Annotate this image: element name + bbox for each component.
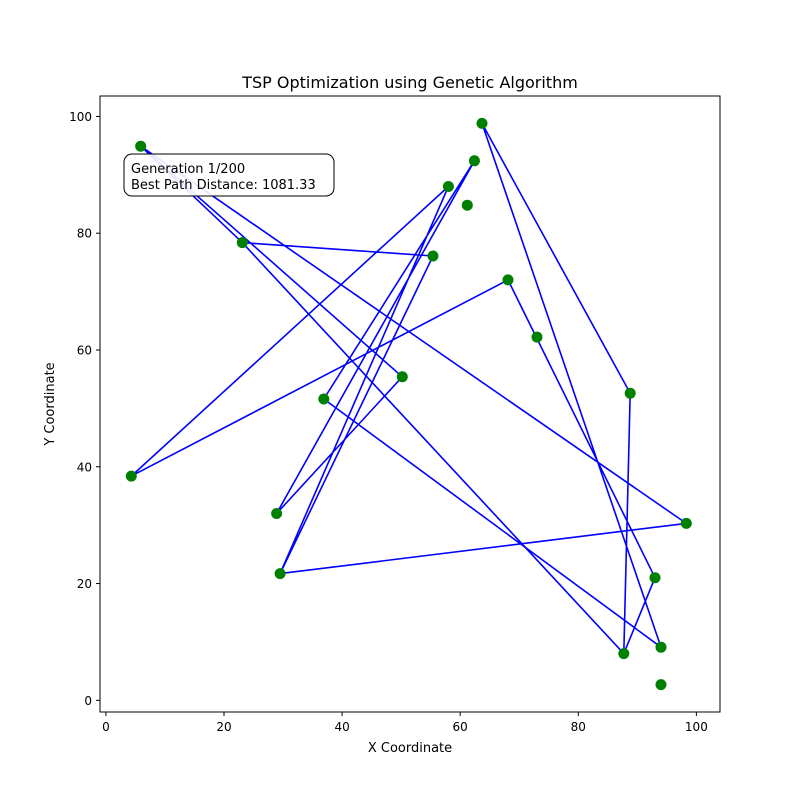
city-point	[680, 517, 692, 529]
x-tick-label: 40	[334, 720, 349, 734]
x-tick-label: 20	[216, 720, 231, 734]
chart-title: TSP Optimization using Genetic Algorithm	[241, 73, 578, 92]
x-tick-label: 0	[102, 720, 110, 734]
x-tick-label: 80	[571, 720, 586, 734]
y-axis-label: Y Coordinate	[43, 362, 58, 446]
y-tick-label: 100	[69, 110, 92, 124]
city-point	[442, 181, 454, 192]
annotation-box: Generation 1/200 Best Path Distance: 108…	[123, 153, 335, 197]
y-tick-label: 80	[77, 227, 92, 241]
city-point	[461, 199, 473, 211]
city-point	[274, 568, 286, 580]
annotation-background	[123, 153, 335, 197]
y-tick-label: 40	[77, 460, 92, 474]
x-tick-label: 60	[453, 720, 468, 734]
city-point	[318, 393, 330, 405]
city-point	[655, 641, 667, 653]
route-line-segment	[241, 242, 625, 655]
city-point	[655, 679, 667, 691]
y-tick-label: 20	[77, 577, 92, 591]
annotation-distance: Best Path Distance: 1081.33	[131, 178, 316, 193]
city-point	[396, 371, 408, 383]
city-point	[502, 274, 514, 286]
city-point	[271, 508, 283, 519]
city-point	[236, 237, 248, 249]
y-tick-label: 60	[77, 343, 92, 357]
y-tick-label: 0	[84, 694, 92, 708]
city-point	[125, 470, 137, 482]
city-point	[531, 331, 543, 343]
city-point	[649, 572, 661, 584]
axes: 0 20 40 60 80 100 0 20 40 60 80 100	[69, 110, 708, 734]
city-point	[624, 387, 636, 399]
x-tick-label: 100	[685, 720, 708, 734]
city-point	[618, 648, 630, 660]
plot-frame	[99, 95, 721, 713]
plot-area	[125, 117, 692, 691]
city-point	[476, 117, 488, 129]
city-point	[427, 250, 439, 262]
city-point	[135, 140, 147, 152]
city-point	[468, 155, 480, 167]
x-axis-label: X Coordinate	[368, 741, 452, 756]
annotation-generation: Generation 1/200	[131, 162, 245, 177]
